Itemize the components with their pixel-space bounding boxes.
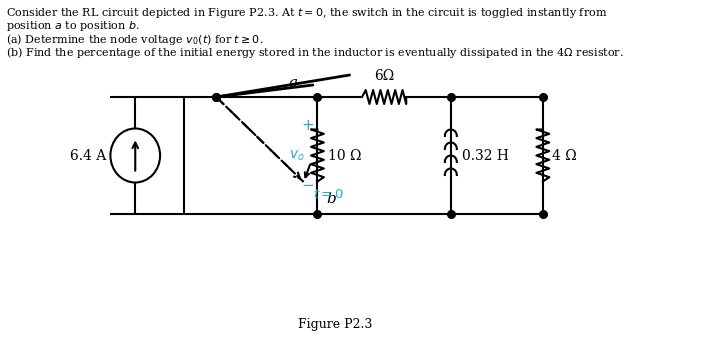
Text: $t = 0$: $t = 0$ — [313, 188, 344, 201]
Text: 10 Ω: 10 Ω — [328, 149, 362, 163]
Text: Consider the RL circuit depicted in Figure P2.3. At $t = 0$, the switch in the c: Consider the RL circuit depicted in Figu… — [6, 6, 607, 20]
Text: −: − — [302, 178, 314, 193]
Text: Figure P2.3: Figure P2.3 — [298, 318, 372, 331]
Text: 6.4 A: 6.4 A — [71, 149, 107, 163]
Text: (b) Find the percentage of the initial energy stored in the inductor is eventual: (b) Find the percentage of the initial e… — [6, 45, 623, 60]
Text: position $a$ to position $b$.: position $a$ to position $b$. — [6, 19, 139, 33]
Text: 0.32 H: 0.32 H — [462, 149, 509, 163]
Text: b: b — [327, 192, 336, 206]
Text: (a) Determine the node voltage $v_0(t)$ for $t \geq 0$.: (a) Determine the node voltage $v_0(t)$ … — [6, 32, 263, 47]
Text: a: a — [288, 76, 297, 90]
Text: $v_o$: $v_o$ — [289, 148, 304, 163]
Text: 4 Ω: 4 Ω — [552, 149, 577, 163]
Text: 6Ω: 6Ω — [374, 69, 395, 83]
Text: +: + — [302, 118, 314, 133]
